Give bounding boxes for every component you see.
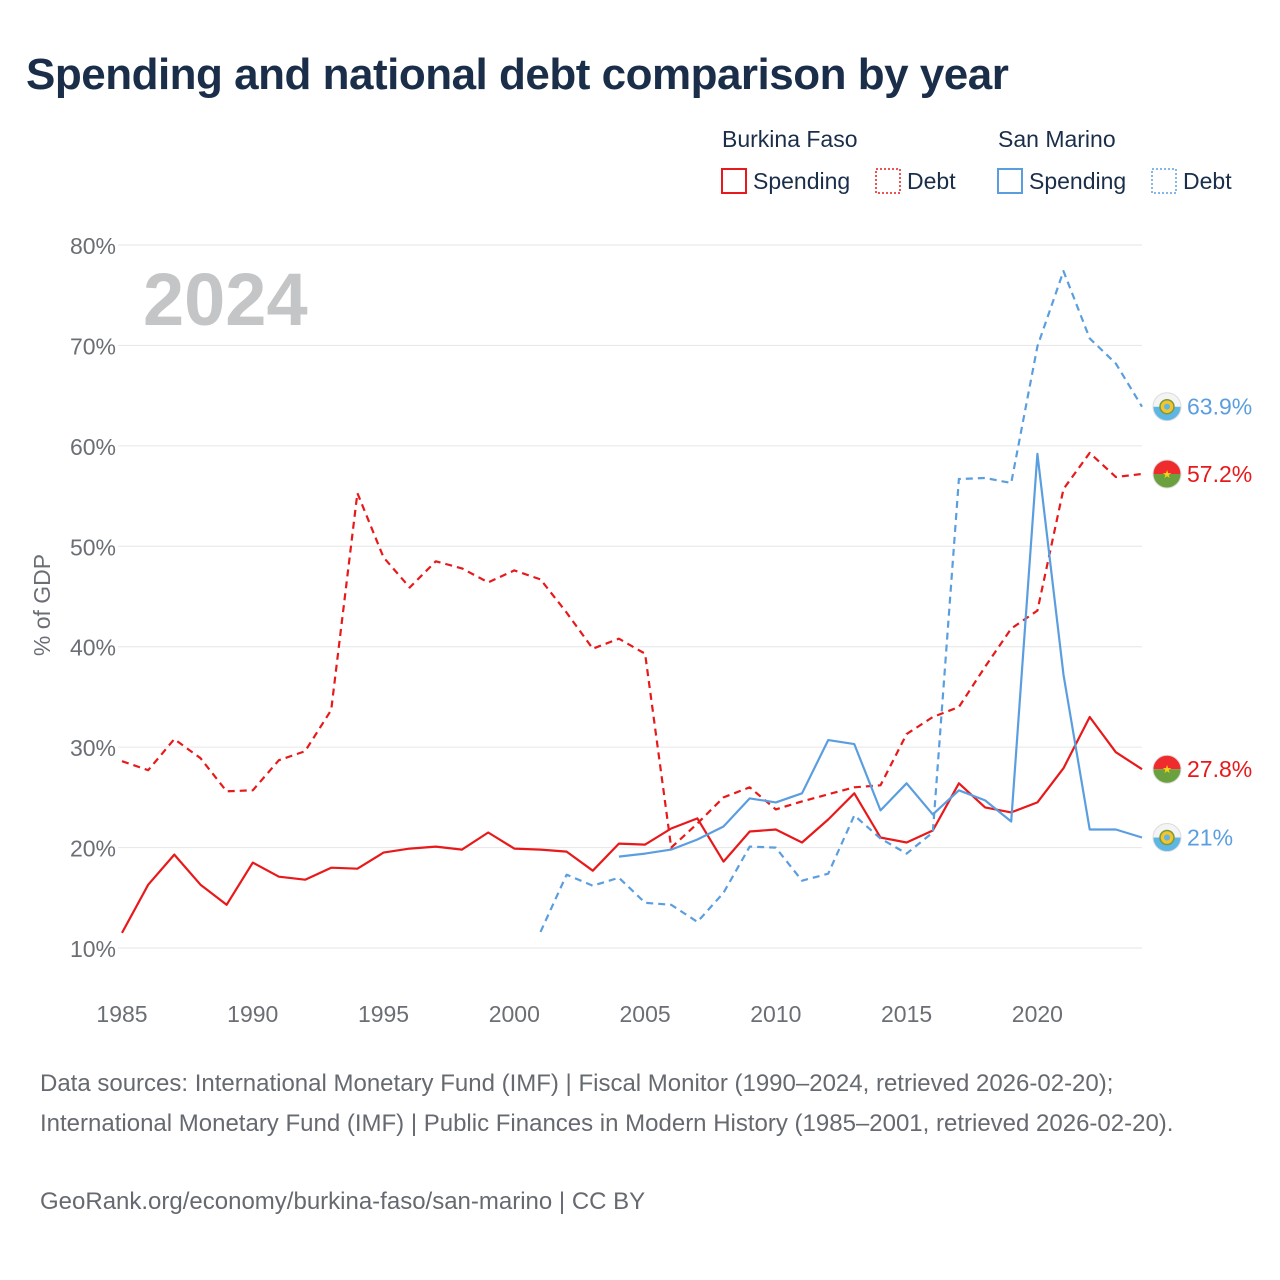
san-marino-debt-line: [539, 270, 1143, 933]
y-tick-label: 50%: [70, 534, 116, 560]
x-tick-label: 2000: [489, 1001, 540, 1027]
end-markers: ★ 27.8% ★ 57.2% 21% 63.9%: [1152, 392, 1252, 853]
gridlines: [118, 244, 1142, 949]
legend-item-burkina-faso-debt[interactable]: Debt: [875, 168, 956, 194]
burkina-faso-debt-flag-icon: ★: [1152, 459, 1182, 489]
svg-text:★: ★: [1162, 469, 1172, 481]
legend-swatch: [997, 168, 1023, 194]
legend-swatch: [721, 168, 747, 194]
legend-swatch: [875, 168, 901, 194]
x-tick-label: 1995: [358, 1001, 409, 1027]
x-tick-label: 2015: [881, 1001, 932, 1027]
burkina-faso-spending-flag-icon: ★: [1152, 754, 1182, 784]
san-marino-spending-line: [618, 452, 1143, 858]
y-tick-label: 70%: [70, 333, 116, 359]
legend-country-san-marino: San Marino: [998, 126, 1116, 152]
legend-item-burkina-faso-spending[interactable]: Spending: [721, 168, 850, 194]
burkina-faso-spending-line: [121, 715, 1143, 934]
y-tick-label: 40%: [70, 635, 116, 661]
legend-country-burkina-faso: Burkina Faso: [722, 126, 858, 152]
y-axis-label: % of GDP: [29, 554, 55, 656]
san-marino-spending-flag-icon: [1152, 823, 1182, 853]
legend-item-san-marino-debt[interactable]: Debt: [1151, 168, 1232, 194]
legend-swatch: [1151, 168, 1177, 194]
x-tick-label: 1985: [96, 1001, 147, 1027]
san-marino-spending-end-label: 21%: [1187, 825, 1233, 851]
y-tick-label: 80%: [70, 233, 116, 259]
san-marino-debt-flag-icon: [1152, 392, 1182, 422]
series-lines: [121, 270, 1143, 934]
legend-item-san-marino-spending[interactable]: Spending: [997, 168, 1126, 194]
legend-label: Debt: [1183, 168, 1232, 194]
credit-link[interactable]: GeoRank.org/economy/burkina-faso/san-mar…: [40, 1188, 646, 1215]
y-axis-ticks: 10% 20% 30% 40% 50% 60% 70% 80%: [70, 233, 116, 962]
chart-area: Burkina Faso Spending Debt San Marino Spendi…: [29, 126, 1252, 1027]
burkina-faso-debt-line: [121, 451, 1143, 849]
legend-label: Spending: [1029, 168, 1126, 194]
year-watermark: 2024: [143, 258, 308, 341]
y-tick-label: 20%: [70, 836, 116, 862]
burkina-faso-spending-end-label: 27.8%: [1187, 756, 1252, 782]
x-tick-label: 2010: [750, 1001, 801, 1027]
x-tick-label: 1990: [227, 1001, 278, 1027]
x-axis-ticks: 1985 1990 1995 2000 2005 2010 2015 2020: [96, 1001, 1063, 1027]
chart-title: Spending and national debt comparison by…: [26, 50, 1009, 99]
legend-label: Debt: [907, 168, 956, 194]
legend: Burkina Faso Spending Debt San Marino Spendi…: [721, 126, 1232, 194]
san-marino-debt-end-label: 63.9%: [1187, 394, 1252, 420]
data-sources-note: Data sources: International Monetary Fun…: [40, 1070, 1174, 1137]
svg-text:★: ★: [1162, 764, 1172, 776]
x-tick-label: 2005: [619, 1001, 670, 1027]
legend-label: Spending: [753, 168, 850, 194]
x-tick-label: 2020: [1012, 1001, 1063, 1027]
y-tick-label: 10%: [70, 936, 116, 962]
y-tick-label: 60%: [70, 434, 116, 460]
burkina-faso-debt-end-label: 57.2%: [1187, 461, 1252, 487]
y-tick-label: 30%: [70, 735, 116, 761]
